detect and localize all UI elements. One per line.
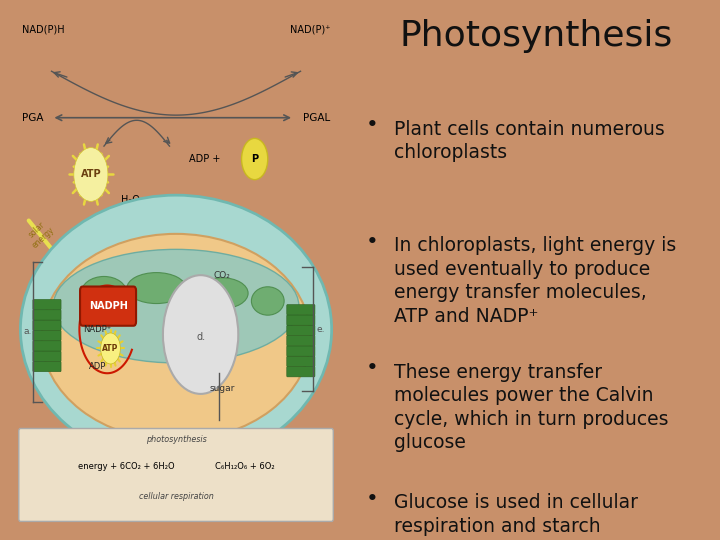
FancyBboxPatch shape	[33, 310, 61, 320]
Text: PGA: PGA	[22, 113, 44, 123]
Text: •: •	[365, 489, 378, 509]
Circle shape	[241, 138, 268, 180]
Text: These energy transfer
molecules power the Calvin
cycle, which in turn produces
g: These energy transfer molecules power th…	[394, 362, 668, 452]
Text: photosynthesis: photosynthesis	[145, 435, 207, 444]
FancyBboxPatch shape	[19, 428, 333, 522]
FancyBboxPatch shape	[33, 330, 61, 341]
Text: c.: c.	[215, 429, 222, 438]
Ellipse shape	[163, 275, 238, 394]
FancyBboxPatch shape	[287, 367, 315, 377]
Text: C₆H₁₂O₆ + 6O₂: C₆H₁₂O₆ + 6O₂	[215, 462, 274, 471]
Text: b.: b.	[120, 429, 128, 438]
FancyBboxPatch shape	[287, 305, 315, 315]
Ellipse shape	[251, 287, 284, 315]
FancyBboxPatch shape	[80, 287, 136, 326]
Ellipse shape	[81, 276, 127, 310]
Text: P: P	[251, 154, 258, 164]
Text: NAD(P)⁺: NAD(P)⁺	[289, 25, 330, 35]
FancyBboxPatch shape	[287, 335, 315, 346]
Ellipse shape	[196, 278, 248, 309]
Text: solar
energy: solar energy	[24, 218, 56, 250]
Circle shape	[74, 147, 108, 201]
Text: d.: d.	[196, 332, 205, 342]
Text: Glucose is used in cellular
respiration and starch
synthesis: Glucose is used in cellular respiration …	[394, 494, 638, 540]
Text: Plant cells contain numerous
chloroplasts: Plant cells contain numerous chloroplast…	[394, 119, 665, 162]
Text: NADP⁺: NADP⁺	[84, 325, 112, 334]
FancyBboxPatch shape	[33, 361, 61, 372]
FancyBboxPatch shape	[33, 299, 61, 310]
FancyBboxPatch shape	[287, 325, 315, 335]
Text: ADP: ADP	[89, 362, 106, 371]
Ellipse shape	[127, 273, 186, 303]
FancyBboxPatch shape	[287, 315, 315, 325]
Text: •: •	[365, 115, 378, 135]
Ellipse shape	[53, 249, 299, 363]
FancyBboxPatch shape	[287, 346, 315, 356]
Text: a.: a.	[24, 327, 32, 336]
Text: ATP: ATP	[81, 170, 102, 179]
Text: Photosynthesis: Photosynthesis	[399, 19, 672, 53]
Text: energy + 6CO₂ + 6H₂O: energy + 6CO₂ + 6H₂O	[78, 462, 174, 471]
Text: •: •	[365, 232, 378, 252]
Ellipse shape	[20, 195, 332, 463]
Text: NAD(P)H: NAD(P)H	[22, 25, 65, 35]
Text: sugar: sugar	[210, 384, 235, 393]
Text: ADP +: ADP +	[189, 154, 224, 164]
FancyBboxPatch shape	[33, 341, 61, 351]
Text: ATP: ATP	[102, 344, 119, 353]
Text: e.: e.	[317, 325, 325, 334]
Text: H₂O: H₂O	[121, 195, 140, 205]
Text: PGAL: PGAL	[303, 113, 330, 123]
FancyBboxPatch shape	[287, 356, 315, 367]
Text: •: •	[365, 358, 378, 378]
Text: NADPH: NADPH	[89, 301, 127, 311]
Text: In chloroplasts, light energy is
used eventually to produce
energy transfer mole: In chloroplasts, light energy is used ev…	[394, 237, 676, 326]
Ellipse shape	[42, 234, 310, 440]
Text: CO₂: CO₂	[213, 271, 230, 280]
FancyBboxPatch shape	[33, 320, 61, 330]
Text: cellular respiration: cellular respiration	[139, 491, 213, 501]
Circle shape	[101, 333, 120, 364]
FancyBboxPatch shape	[33, 351, 61, 361]
